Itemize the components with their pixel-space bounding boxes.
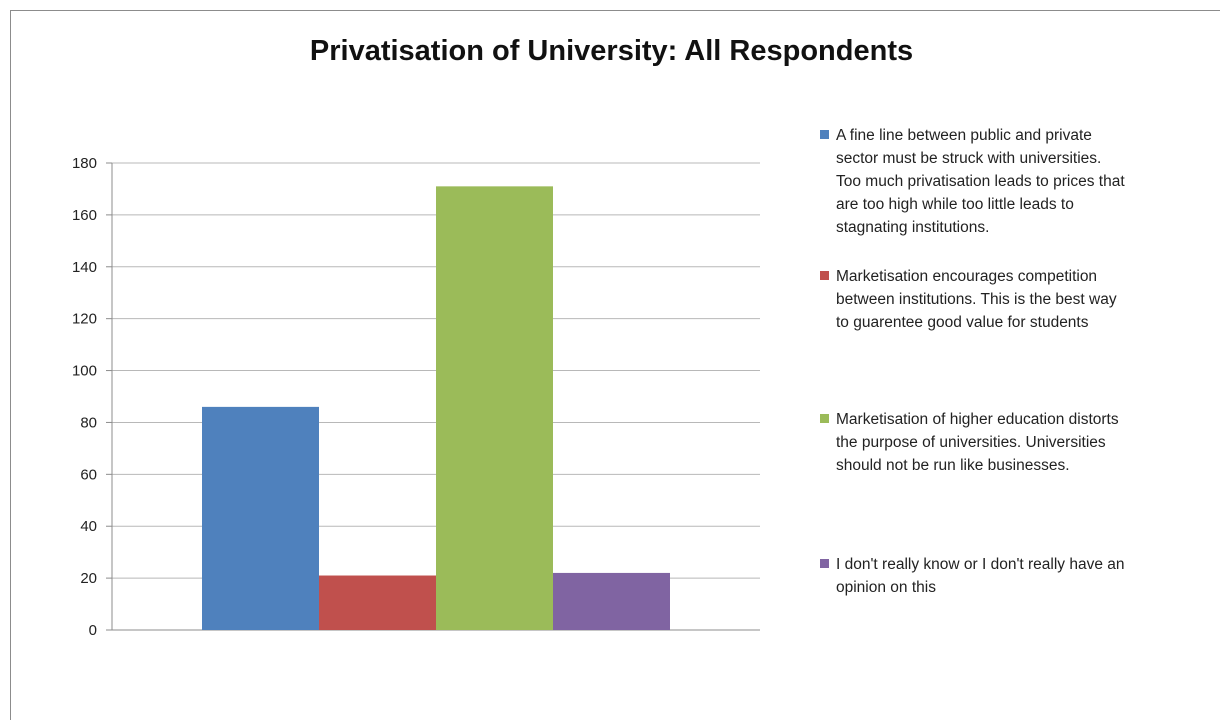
legend-item-distorts: Marketisation of higher education distor…	[820, 408, 1215, 477]
bar-series-3	[436, 186, 553, 630]
y-axis: 0 20 40 60 80 100 120 140 160 180	[72, 155, 113, 639]
legend-swatch	[820, 559, 829, 568]
bar-series-4	[553, 572, 670, 630]
y-tick-label: 180	[72, 155, 97, 172]
legend-swatch	[820, 414, 829, 423]
legend-label: Marketisation encourages competition bet…	[836, 268, 1117, 331]
y-tick-label: 80	[80, 414, 97, 431]
y-tick-label: 140	[72, 259, 97, 276]
y-tick-label: 0	[89, 622, 97, 639]
legend-item-competition: Marketisation encourages competition bet…	[820, 265, 1215, 334]
legend-swatch	[820, 130, 829, 139]
y-tick-label: 60	[80, 466, 97, 483]
y-tick-label: 40	[80, 518, 97, 535]
legend-label: Marketisation of higher education distor…	[836, 411, 1119, 474]
y-tick-label: 160	[72, 207, 97, 224]
chart-title: Privatisation of University: All Respond…	[309, 35, 914, 67]
legend-swatch	[820, 271, 829, 280]
bars	[202, 186, 670, 630]
legend-label: A fine line between public and private s…	[836, 127, 1125, 236]
legend-item-dont-know: I don't really know or I don't really ha…	[820, 553, 1215, 599]
bar-series-2	[319, 575, 436, 630]
bar-series-1	[202, 406, 319, 630]
y-tick-label: 120	[72, 311, 97, 328]
y-tick-label: 100	[72, 363, 97, 380]
legend-item-fine-line: A fine line between public and private s…	[820, 124, 1215, 239]
y-tick-label: 20	[80, 570, 97, 587]
legend-label: I don't really know or I don't really ha…	[836, 556, 1125, 596]
